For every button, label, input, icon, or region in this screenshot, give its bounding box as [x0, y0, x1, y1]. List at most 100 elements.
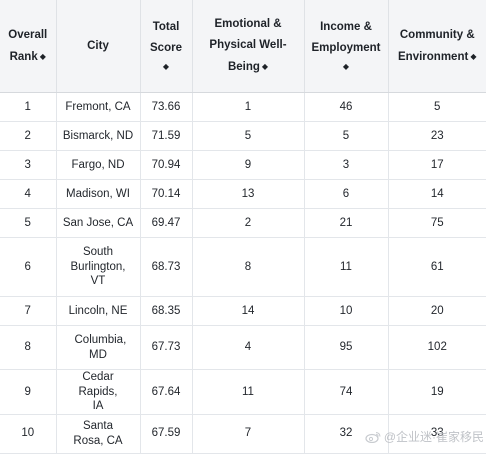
score-cell: 67.64 [140, 369, 193, 415]
community-cell: 33 [388, 414, 486, 454]
rank-cell: 3 [0, 150, 57, 180]
income-cell: 6 [304, 179, 389, 209]
income-cell: 46 [304, 92, 389, 122]
header-label-line: City [87, 39, 109, 52]
rank-cell: 5 [0, 208, 57, 238]
wellbeing-cell: 5 [192, 121, 305, 151]
score-cell: 73.66 [140, 92, 193, 122]
header-label-line: Environment [398, 50, 469, 63]
community-cell: 23 [388, 121, 486, 151]
rank-cell: 2 [0, 121, 57, 151]
wellbeing-cell: 14 [192, 296, 305, 326]
table-row: 8 Columbia, MD 67.73 4 95 102 [0, 325, 486, 370]
score-cell: 70.14 [140, 179, 193, 209]
city-cell: Santa Rosa, CA [56, 414, 141, 454]
table-row: 6 South Burlington, VT 68.73 8 11 61 [0, 237, 486, 297]
city-cell: Madison, WI [56, 179, 141, 209]
header-label-line: Overall [8, 28, 48, 41]
table-row: 7 Lincoln, NE 68.35 14 10 20 [0, 296, 486, 326]
sort-icon[interactable]: ◆ [162, 62, 170, 71]
community-cell: 19 [388, 369, 486, 415]
header-label-line: Physical Well- [209, 39, 287, 51]
header-label-line: Community & [399, 28, 475, 41]
community-cell: 61 [388, 237, 486, 297]
sort-icon[interactable]: ◆ [470, 51, 477, 61]
table-row: 4 Madison, WI 70.14 13 6 14 [0, 179, 486, 209]
table-row: 9 Cedar Rapids, IA 67.64 11 74 19 [0, 369, 486, 415]
city-cell: San Jose, CA [56, 208, 141, 238]
table-body: 1 Fremont, CA 73.66 1 46 5 2 Bismarck, N… [0, 92, 486, 454]
income-cell: 11 [304, 237, 389, 297]
table-row: 1 Fremont, CA 73.66 1 46 5 [0, 92, 486, 122]
wellbeing-cell: 9 [192, 150, 305, 180]
community-cell: 5 [388, 92, 486, 122]
column-header-city: City [56, 0, 141, 93]
sort-icon[interactable]: ◆ [39, 51, 46, 61]
score-cell: 67.59 [140, 414, 193, 454]
rank-cell: 9 [0, 369, 57, 415]
weibo-icon [365, 431, 381, 443]
score-cell: 67.73 [140, 325, 193, 370]
score-cell: 70.94 [140, 150, 193, 180]
table-row: 10 Santa Rosa, CA 67.59 7 32 33 [0, 414, 486, 454]
wellbeing-cell: 8 [192, 237, 305, 297]
wellbeing-cell: 7 [192, 414, 305, 454]
table-row: 2 Bismarck, ND 71.59 5 5 23 [0, 121, 486, 151]
rank-cell: 4 [0, 179, 57, 209]
column-header-income-employment[interactable]: Income & Employment ◆ [304, 0, 389, 93]
column-header-total-score[interactable]: Total Score ◆ [140, 0, 193, 93]
wellbeing-cell: 1 [192, 92, 305, 122]
city-cell: Fremont, CA [56, 92, 141, 122]
header-label-line: Score [150, 42, 182, 54]
table-header: Overall Rank ◆ City Total Score ◆ Emotion… [0, 0, 486, 93]
community-cell: 75 [388, 208, 486, 238]
score-cell: 68.35 [140, 296, 193, 326]
city-cell: Bismarck, ND [56, 121, 141, 151]
sort-icon[interactable]: ◆ [342, 62, 350, 71]
community-cell: 20 [388, 296, 486, 326]
community-cell: 14 [388, 179, 486, 209]
watermark-text: @企业迷·崔家移民 [383, 430, 484, 444]
city-cell: Fargo, ND [56, 150, 141, 180]
income-cell: 21 [304, 208, 389, 238]
score-cell: 71.59 [140, 121, 193, 151]
wellbeing-cell: 13 [192, 179, 305, 209]
city-cell: Cedar Rapids, IA [56, 369, 141, 415]
rank-cell: 8 [0, 325, 57, 370]
income-cell: 32 [304, 414, 389, 454]
header-label-line: Income & [320, 21, 372, 33]
community-cell: 102 [388, 325, 486, 370]
wellbeing-cell: 4 [192, 325, 305, 370]
income-cell: 95 [304, 325, 389, 370]
column-header-wellbeing[interactable]: Emotional & Physical Well- Being ◆ [192, 0, 305, 93]
header-label-line: Total [152, 21, 180, 33]
city-cell: Lincoln, NE [56, 296, 141, 326]
wellbeing-cell: 11 [192, 369, 305, 415]
header-label-line: Employment [311, 42, 381, 54]
rank-cell: 7 [0, 296, 57, 326]
income-cell: 5 [304, 121, 389, 151]
header-label-line: Rank [9, 50, 38, 63]
score-cell: 68.73 [140, 237, 193, 297]
header-label-line: Emotional & [214, 18, 282, 30]
city-cell: Columbia, MD [56, 325, 141, 370]
income-cell: 3 [304, 150, 389, 180]
score-cell: 69.47 [140, 208, 193, 238]
community-cell: 17 [388, 150, 486, 180]
header-label-line: Being [227, 61, 260, 73]
sort-icon[interactable]: ◆ [261, 62, 269, 71]
income-cell: 74 [304, 369, 389, 415]
watermark: @企业迷·崔家移民 [365, 428, 484, 445]
column-header-overall-rank[interactable]: Overall Rank ◆ [0, 0, 57, 93]
wellbeing-cell: 2 [192, 208, 305, 238]
income-cell: 10 [304, 296, 389, 326]
rank-cell: 1 [0, 92, 57, 122]
table-row: 5 San Jose, CA 69.47 2 21 75 [0, 208, 486, 238]
table-row: 3 Fargo, ND 70.94 9 3 17 [0, 150, 486, 180]
city-cell: South Burlington, VT [56, 237, 141, 297]
rank-cell: 6 [0, 237, 57, 297]
rank-cell: 10 [0, 414, 57, 454]
column-header-community-environment[interactable]: Community & Environment ◆ [388, 0, 486, 93]
header-row: Overall Rank ◆ City Total Score ◆ Emotion… [0, 0, 486, 93]
